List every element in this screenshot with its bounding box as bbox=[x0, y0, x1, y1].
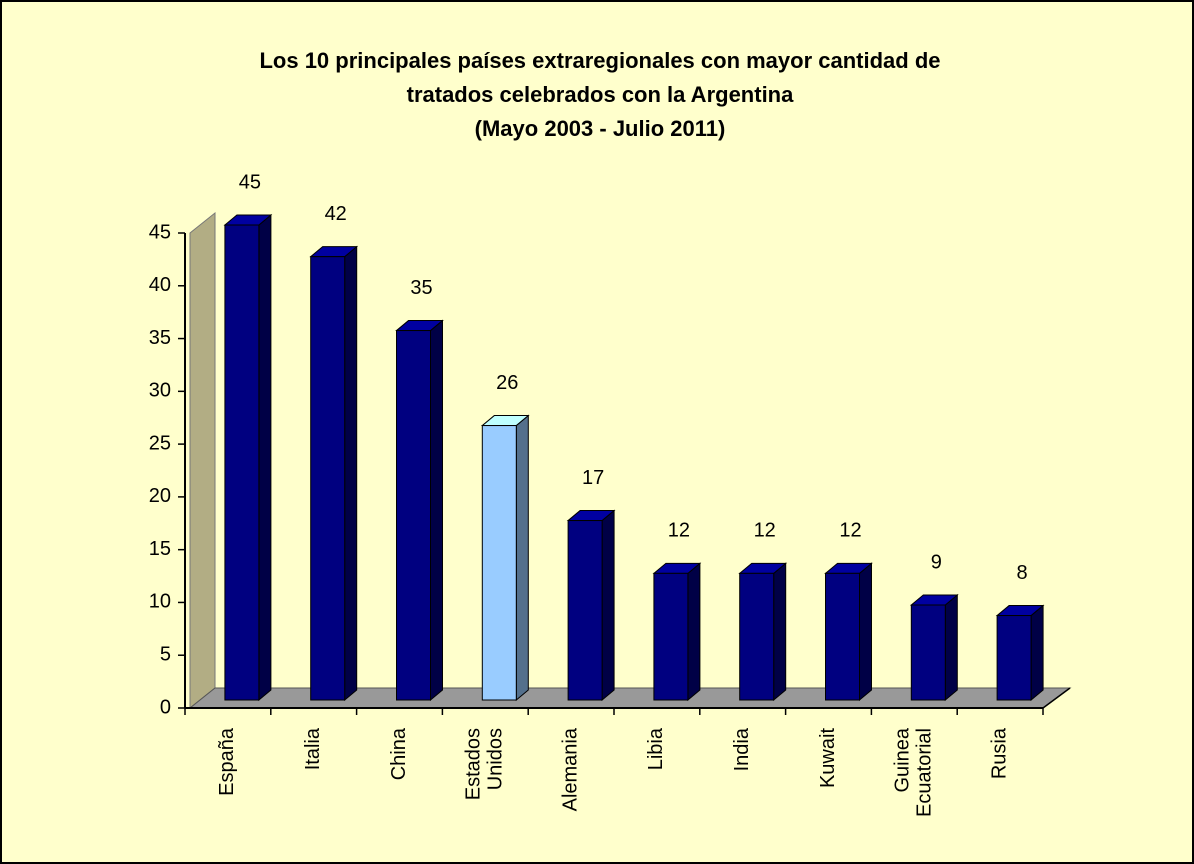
bar bbox=[309, 245, 359, 702]
bar-side bbox=[430, 319, 443, 702]
y-tick-label: 15 bbox=[149, 538, 171, 560]
bar-front bbox=[825, 572, 860, 701]
bar bbox=[824, 562, 873, 702]
x-tick-label: Libia bbox=[645, 727, 667, 770]
data-label: 26 bbox=[496, 372, 518, 394]
bar-side bbox=[773, 562, 787, 702]
back-wall bbox=[189, 211, 216, 710]
data-label: 12 bbox=[668, 520, 690, 542]
bar-front bbox=[739, 572, 775, 701]
bar-side bbox=[859, 562, 872, 702]
bar-side bbox=[601, 509, 615, 702]
data-label: 8 bbox=[1017, 562, 1028, 584]
bar bbox=[480, 414, 530, 702]
y-tick-label: 25 bbox=[149, 432, 171, 454]
x-tick-label-line: Estados bbox=[463, 728, 485, 800]
y-tick-label: 35 bbox=[149, 327, 171, 349]
data-label: 9 bbox=[931, 551, 942, 573]
data-label: 45 bbox=[239, 171, 261, 193]
bar-side bbox=[258, 213, 272, 702]
data-label: 12 bbox=[839, 520, 861, 542]
y-tick-label: 45 bbox=[149, 221, 171, 243]
x-tick-label: España bbox=[216, 727, 238, 796]
y-tick-label: 30 bbox=[149, 380, 171, 402]
data-label: 17 bbox=[582, 467, 604, 489]
x-tick-label: India bbox=[731, 727, 753, 771]
bar-side bbox=[1030, 604, 1044, 702]
bar bbox=[738, 562, 788, 702]
bar bbox=[995, 604, 1045, 702]
bar bbox=[395, 319, 444, 702]
x-tick-label: China bbox=[388, 727, 410, 780]
y-tick-label: 0 bbox=[160, 696, 171, 718]
chart-subtitle: (Mayo 2003 - Julio 2011) bbox=[475, 116, 726, 141]
x-tick-label: EstadosUnidos bbox=[463, 728, 507, 800]
bar-front bbox=[481, 425, 517, 701]
bar-side bbox=[944, 593, 958, 702]
data-label: 35 bbox=[410, 277, 432, 299]
x-tick-label: Alemania bbox=[559, 727, 581, 811]
bar-front bbox=[567, 520, 603, 701]
bar-front bbox=[396, 330, 431, 701]
chart-title: Los 10 principales países extraregionale… bbox=[259, 48, 940, 73]
x-tick-label: GuineaEcuatorial bbox=[892, 727, 936, 817]
x-tick-label: Italia bbox=[302, 727, 324, 770]
bar bbox=[909, 593, 959, 702]
bar bbox=[566, 509, 616, 702]
bar-front bbox=[996, 615, 1032, 701]
x-tick-label-line: Ecuatorial bbox=[914, 728, 936, 817]
chart-title: tratados celebrados con la Argentina bbox=[407, 82, 794, 107]
y-tick-label: 20 bbox=[149, 485, 171, 507]
y-tick-label: 10 bbox=[149, 591, 171, 613]
x-tick-label: Rusia bbox=[988, 727, 1010, 779]
x-tick-label-line: Guinea bbox=[892, 727, 914, 792]
bar-front bbox=[224, 224, 260, 701]
bar-side bbox=[687, 562, 701, 702]
bar-front bbox=[653, 572, 689, 701]
x-tick-label-line: Unidos bbox=[485, 728, 507, 790]
bar-front bbox=[310, 256, 346, 701]
x-axis bbox=[1042, 687, 1071, 709]
bar-front bbox=[910, 604, 946, 701]
data-label: 42 bbox=[325, 203, 347, 225]
bar bbox=[223, 213, 273, 702]
x-tick-label: Kuwait bbox=[817, 728, 839, 788]
data-label: 12 bbox=[754, 520, 776, 542]
y-tick-label: 5 bbox=[160, 644, 171, 666]
bar-side bbox=[344, 245, 358, 702]
y-tick-label: 40 bbox=[149, 274, 171, 296]
bar bbox=[652, 562, 702, 702]
bar-side bbox=[515, 414, 529, 702]
